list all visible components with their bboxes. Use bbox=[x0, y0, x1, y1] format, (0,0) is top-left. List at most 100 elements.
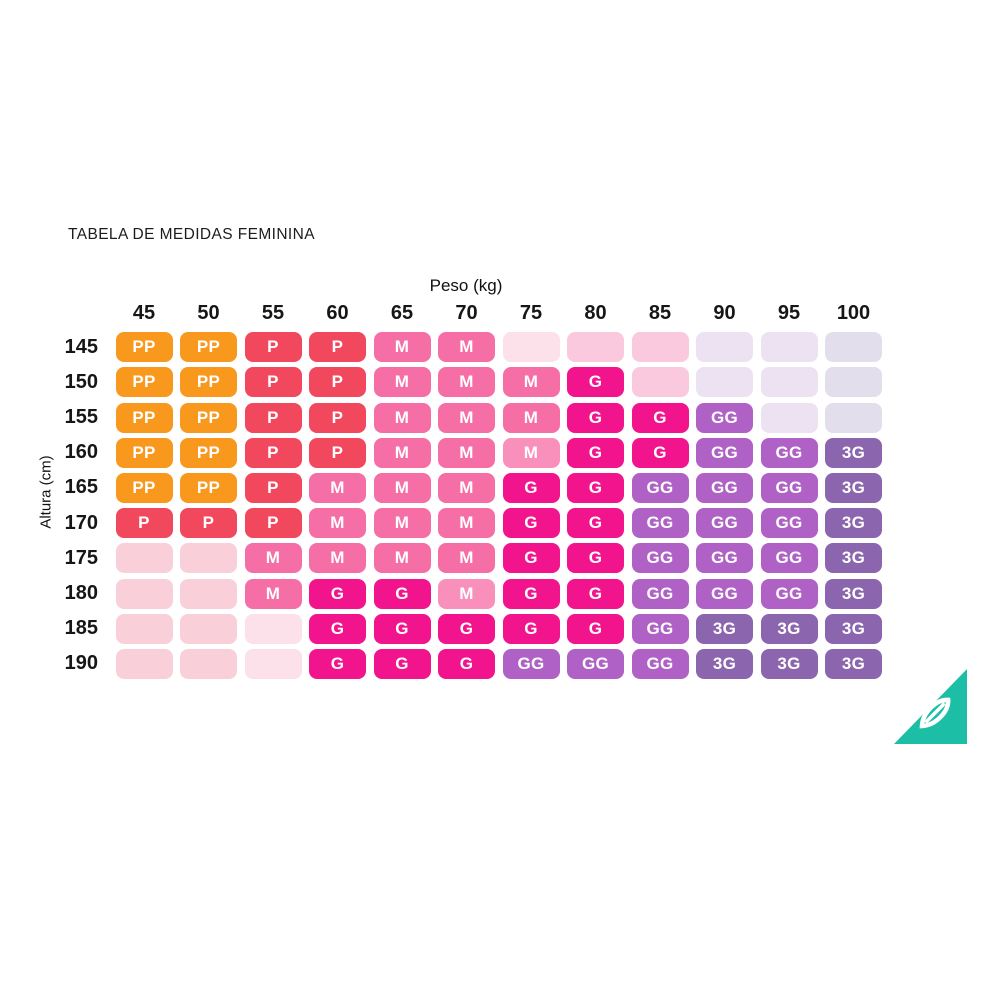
empty-cell bbox=[825, 332, 882, 363]
size-cell: GG bbox=[631, 578, 689, 609]
empty-cell bbox=[696, 367, 753, 398]
size-cell: M bbox=[309, 472, 366, 503]
size-cell: P bbox=[244, 437, 302, 468]
brand-logo bbox=[894, 669, 967, 744]
weight-col-header: 45 bbox=[132, 302, 156, 324]
size-cell: GG bbox=[502, 648, 560, 679]
empty-cell bbox=[180, 648, 237, 679]
size-cell: 3G bbox=[760, 648, 818, 679]
weight-col-header: 65 bbox=[390, 302, 414, 324]
size-cell: G bbox=[567, 508, 624, 539]
x-axis-label: Peso (kg) bbox=[429, 276, 503, 295]
size-cell: GG bbox=[696, 437, 753, 468]
size-cell: G bbox=[567, 543, 624, 574]
size-cell: PP bbox=[115, 402, 173, 433]
size-cell: P bbox=[180, 508, 237, 539]
size-cell: PP bbox=[180, 332, 237, 363]
size-cell: M bbox=[438, 402, 495, 433]
size-cell: G bbox=[502, 543, 560, 574]
size-cell: 3G bbox=[825, 508, 882, 539]
size-cell: P bbox=[309, 402, 366, 433]
size-cell: GG bbox=[696, 472, 753, 503]
size-cell: M bbox=[438, 508, 495, 539]
empty-cell bbox=[696, 332, 753, 363]
size-cell: P bbox=[115, 508, 173, 539]
size-cell: M bbox=[373, 367, 431, 398]
weight-col-header: 60 bbox=[326, 302, 349, 324]
size-cell: GG bbox=[631, 508, 689, 539]
size-cell: GG bbox=[760, 578, 818, 609]
height-row-header: 145 bbox=[64, 335, 98, 358]
weight-col-header: 95 bbox=[777, 302, 801, 324]
size-cell: GG bbox=[760, 472, 818, 503]
size-cell: PP bbox=[115, 367, 173, 398]
size-cell: 3G bbox=[825, 543, 882, 574]
size-cell: P bbox=[309, 367, 366, 398]
size-cell: G bbox=[502, 508, 560, 539]
size-cell: GG bbox=[760, 437, 818, 468]
size-cell: GG bbox=[760, 543, 818, 574]
size-cell: GG bbox=[696, 543, 753, 574]
weight-col-header: 90 bbox=[713, 302, 736, 324]
height-row-header: 175 bbox=[64, 546, 98, 569]
size-cell: GG bbox=[567, 648, 624, 679]
size-cell: 3G bbox=[696, 648, 753, 679]
size-cell: P bbox=[244, 402, 302, 433]
size-cell: M bbox=[309, 508, 366, 539]
height-row-header: 190 bbox=[64, 652, 98, 675]
size-cell: PP bbox=[180, 367, 237, 398]
size-cell: P bbox=[309, 332, 366, 363]
size-cell: GG bbox=[760, 508, 818, 539]
size-cell: M bbox=[373, 402, 431, 433]
size-cell: M bbox=[438, 332, 495, 363]
size-cell: G bbox=[373, 613, 431, 644]
empty-cell bbox=[115, 648, 173, 679]
size-cell: M bbox=[502, 402, 560, 433]
empty-cell bbox=[631, 367, 689, 398]
weight-col-header: 85 bbox=[648, 302, 672, 324]
size-cell: P bbox=[244, 367, 302, 398]
size-cell: G bbox=[567, 367, 624, 398]
empty-cell bbox=[502, 332, 560, 363]
size-cell: GG bbox=[696, 578, 753, 609]
empty-cell bbox=[180, 543, 237, 574]
size-cell: M bbox=[438, 472, 495, 503]
size-cell: GG bbox=[631, 472, 689, 503]
size-cell: G bbox=[502, 578, 560, 609]
size-cell: 3G bbox=[825, 472, 882, 503]
size-cell: M bbox=[309, 543, 366, 574]
size-cell: G bbox=[631, 437, 689, 468]
size-grid: 45 50 55 60 65 70 75 80 85 90 95 100 145 PP PP P P M M 150 P… bbox=[40, 297, 882, 679]
size-cell: PP bbox=[115, 437, 173, 468]
size-cell: GG bbox=[631, 543, 689, 574]
size-cell: M bbox=[373, 437, 431, 468]
empty-cell bbox=[115, 543, 173, 574]
empty-cell bbox=[760, 332, 818, 363]
size-cell: GG bbox=[696, 508, 753, 539]
size-cell: G bbox=[438, 613, 495, 644]
grid-corner bbox=[40, 297, 108, 327]
weight-col-header: 55 bbox=[261, 302, 285, 324]
size-cell: GG bbox=[696, 402, 753, 433]
size-cell: M bbox=[244, 578, 302, 609]
size-cell: M bbox=[438, 578, 495, 609]
size-cell: PP bbox=[180, 402, 237, 433]
size-cell: M bbox=[438, 367, 495, 398]
size-cell: G bbox=[438, 648, 495, 679]
height-row-header: 170 bbox=[64, 511, 98, 534]
size-cell: G bbox=[373, 648, 431, 679]
size-cell: M bbox=[244, 543, 302, 574]
weight-col-header: 80 bbox=[584, 302, 607, 324]
size-cell: 3G bbox=[825, 437, 882, 468]
size-cell: G bbox=[502, 613, 560, 644]
weight-col-header: 100 bbox=[836, 302, 871, 324]
empty-cell bbox=[760, 402, 818, 433]
empty-cell bbox=[244, 648, 302, 679]
size-cell: G bbox=[309, 578, 366, 609]
height-row-header: 160 bbox=[64, 441, 98, 464]
empty-cell bbox=[180, 613, 237, 644]
height-row-header: 180 bbox=[64, 582, 98, 604]
height-row-header: 150 bbox=[64, 370, 98, 393]
size-cell: 3G bbox=[696, 613, 753, 644]
size-cell: GG bbox=[631, 613, 689, 644]
